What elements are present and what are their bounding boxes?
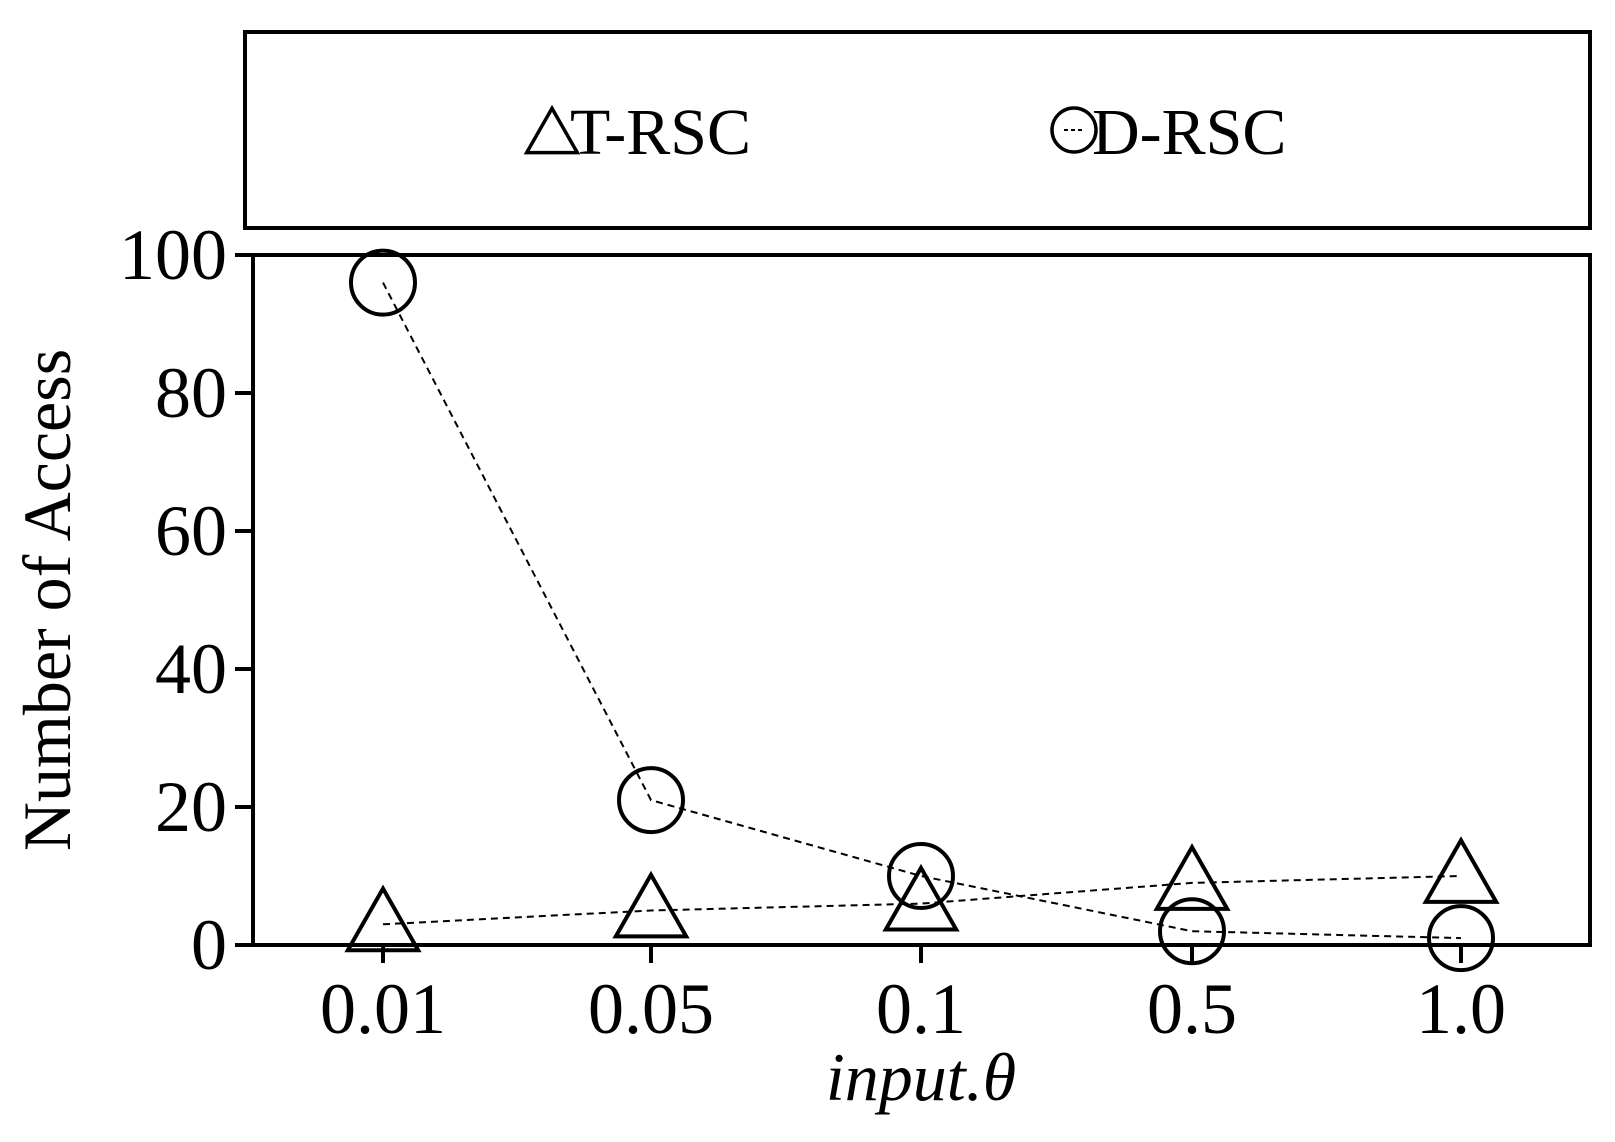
data-point-d-rsc bbox=[887, 842, 955, 910]
x-axis-label: input.θ bbox=[826, 1039, 1016, 1115]
series-line-d-rsc bbox=[382, 282, 1462, 940]
data-point-t-rsc bbox=[612, 870, 690, 939]
data-point-d-rsc bbox=[617, 766, 685, 835]
series-markers bbox=[344, 248, 1500, 973]
legend-label: D-RSC bbox=[1092, 96, 1286, 169]
y-axis-label: Number of Access bbox=[9, 349, 85, 851]
data-point-t-rsc bbox=[1153, 843, 1231, 911]
data-point-t-rsc bbox=[1422, 836, 1500, 904]
x-axis: 0.01 0.05 0.1 0.5 1.0 bbox=[320, 945, 1506, 1049]
series-line-t-rsc bbox=[382, 875, 1462, 926]
legend-box bbox=[243, 30, 1592, 230]
data-point-t-rsc bbox=[344, 884, 422, 953]
data-point-d-rsc bbox=[1158, 897, 1226, 966]
data-point-d-rsc bbox=[349, 248, 417, 317]
y-axis: 0 20 40 60 80 100 bbox=[119, 215, 253, 985]
data-point-t-rsc bbox=[882, 863, 960, 932]
y-tick-label: 100 bbox=[119, 215, 227, 295]
series-lines bbox=[382, 282, 1462, 940]
legend-marker-circle-icon bbox=[1050, 106, 1098, 154]
legend-label: T-RSC bbox=[570, 96, 751, 169]
legend-marker-triangle-icon bbox=[523, 104, 581, 155]
y-tick-label: 0 bbox=[191, 905, 227, 985]
x-tick-label: 1.0 bbox=[1416, 969, 1506, 1049]
data-point-d-rsc bbox=[1427, 904, 1495, 973]
x-tick-label: 0.1 bbox=[876, 969, 966, 1049]
x-tick-label: 0.05 bbox=[588, 969, 714, 1049]
y-tick-label: 40 bbox=[155, 629, 227, 709]
x-tick-label: 0.5 bbox=[1147, 969, 1237, 1049]
y-tick-label: 80 bbox=[155, 353, 227, 433]
legend: T-RSC D-RSC bbox=[523, 96, 1286, 169]
x-tick-label: 0.01 bbox=[320, 969, 446, 1049]
plot-area bbox=[251, 253, 1592, 947]
y-tick-label: 20 bbox=[155, 767, 227, 847]
y-tick-label: 60 bbox=[155, 491, 227, 571]
